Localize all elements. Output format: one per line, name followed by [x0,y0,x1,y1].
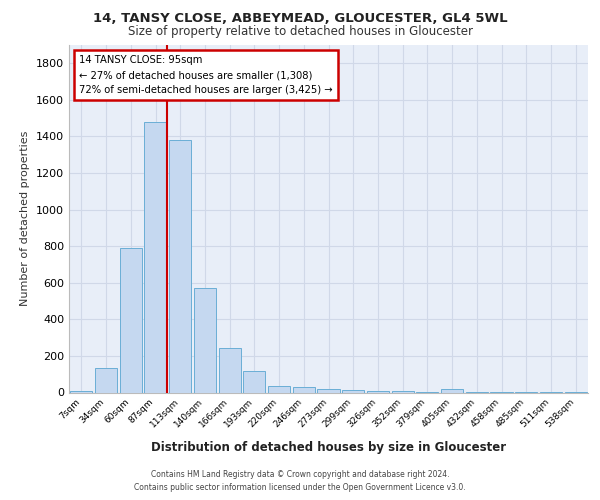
Y-axis label: Number of detached properties: Number of detached properties [20,131,31,306]
Text: 14 TANSY CLOSE: 95sqm
← 27% of detached houses are smaller (1,308)
72% of semi-d: 14 TANSY CLOSE: 95sqm ← 27% of detached … [79,56,333,95]
Bar [293,388,315,392]
Text: 14, TANSY CLOSE, ABBEYMEAD, GLOUCESTER, GL4 5WL: 14, TANSY CLOSE, ABBEYMEAD, GLOUCESTER, … [92,12,508,26]
Bar [342,390,364,392]
Bar [169,140,191,392]
Bar [441,389,463,392]
Text: Contains HM Land Registry data © Crown copyright and database right 2024.
Contai: Contains HM Land Registry data © Crown c… [134,470,466,492]
Bar [317,389,340,392]
Bar [194,288,216,393]
Bar [392,391,414,392]
Bar [243,372,265,392]
Bar [218,348,241,393]
Bar [268,386,290,392]
Bar [367,390,389,392]
Bar [119,248,142,392]
Bar [95,368,117,392]
X-axis label: Distribution of detached houses by size in Gloucester: Distribution of detached houses by size … [151,440,506,454]
Text: Size of property relative to detached houses in Gloucester: Size of property relative to detached ho… [128,25,473,38]
Bar [70,390,92,392]
Bar [145,122,167,392]
